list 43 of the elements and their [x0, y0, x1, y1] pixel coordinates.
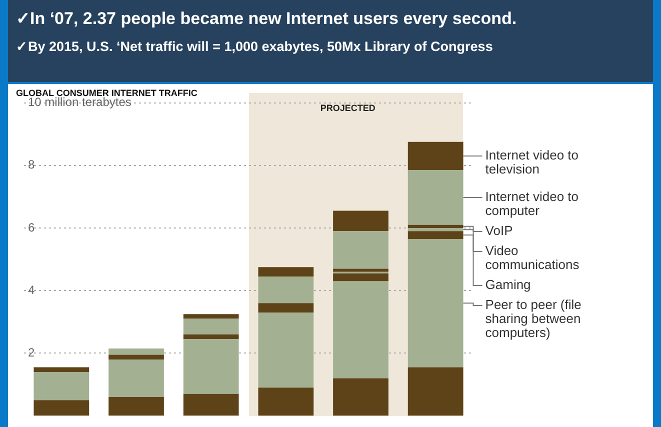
- y-tick-label: 10 million terabytes: [28, 95, 132, 110]
- bar: [183, 394, 239, 416]
- bar: [258, 312, 314, 388]
- series-label: VoIP: [485, 223, 513, 238]
- y-tick-label: 2: [28, 346, 35, 360]
- bar: [408, 228, 464, 232]
- bar: [108, 359, 164, 398]
- bar: [333, 231, 388, 269]
- bar: [183, 339, 239, 394]
- series-label: Internet video to television: [485, 148, 579, 177]
- bar: [408, 231, 464, 239]
- bar: [408, 238, 464, 368]
- bar: [258, 388, 314, 416]
- y-tick-label: 6: [28, 220, 35, 234]
- bar: [408, 367, 464, 416]
- bar: [183, 318, 239, 334]
- annotation: PROJECTED: [319, 102, 376, 113]
- text: ✓In ‘07, 2.37 people became new Internet users every second.: [16, 8, 518, 29]
- series-label: Video communications: [485, 243, 580, 272]
- bar: [333, 210, 388, 232]
- bar: [34, 367, 90, 372]
- text: Gaming: [485, 277, 531, 292]
- bar: [333, 378, 388, 416]
- bar: [408, 224, 464, 228]
- series-label: Internet video to computer: [485, 189, 579, 218]
- bar: [333, 281, 388, 378]
- bar: [183, 334, 239, 340]
- bar: [183, 314, 239, 319]
- bar: [108, 397, 164, 416]
- bar: [258, 267, 314, 277]
- bar: [408, 142, 464, 170]
- bar: [108, 354, 164, 360]
- bar: [408, 170, 464, 225]
- bar: [108, 348, 164, 355]
- chart-title: GLOBAL CONSUMER INTERNET TRAFFIC: [16, 88, 198, 98]
- y-tick-label: 8: [28, 158, 35, 172]
- text: ✓By 2015, U.S. ‘Net traffic will = 1,000 exabytes, 50Mx Library of Congress: [16, 38, 494, 54]
- bar: [34, 400, 90, 416]
- bar: [34, 372, 90, 400]
- series-label: Peer to peer (file sharing between computers): [485, 297, 582, 340]
- y-tick-label: 4: [28, 282, 35, 297]
- bar: [258, 276, 314, 304]
- bar: [258, 303, 314, 313]
